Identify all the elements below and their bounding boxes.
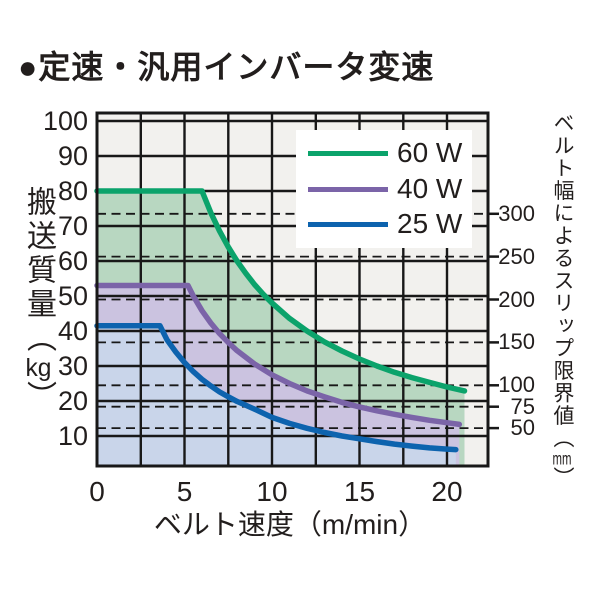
- y-left-close-paren: ）: [22, 380, 55, 415]
- y-right-tick-200: 200: [498, 286, 535, 312]
- y-left-tick-20: 20: [57, 386, 88, 416]
- legend-item-60w: 60 W: [308, 139, 462, 167]
- y-left-tick-40: 40: [57, 316, 88, 346]
- y-right-tick-75: 75: [510, 393, 535, 419]
- y-right-tick-150: 150: [498, 329, 535, 355]
- y-left-tick-10: 10: [57, 421, 88, 451]
- y-right-tick-300: 300: [498, 200, 535, 226]
- y-right-label-text: ベルト幅によるスリップ限界値: [551, 112, 574, 427]
- y-right-tick-250: 250: [498, 243, 535, 269]
- y-left-unit: kg: [25, 356, 52, 381]
- y-left-open-paren: （: [22, 322, 55, 356]
- x-axis-label: ベルト速度（m/min）: [153, 509, 427, 540]
- y-left-tick-70: 70: [57, 211, 88, 241]
- page-title: ●定速・汎用インバータ変速: [18, 49, 435, 85]
- y-right-tick-50: 50: [510, 415, 535, 441]
- y-left-tick-50: 50: [57, 281, 88, 311]
- x-tick-0: 0: [89, 476, 105, 507]
- legend-swatch-40w: [308, 186, 388, 192]
- y-left-label-text: 搬送質量: [22, 186, 55, 322]
- y-axis-right-label: ベルト幅によるスリップ限界値（mm）: [547, 112, 577, 489]
- y-right-open-paren: （: [551, 427, 574, 450]
- legend-swatch-60w: [308, 150, 388, 156]
- x-tick-20: 20: [431, 476, 463, 507]
- y-axis-left-label: 搬送質量（kg）: [16, 186, 60, 415]
- y-left-tick-80: 80: [57, 176, 88, 206]
- legend-label: 40 W: [397, 173, 463, 204]
- legend-label: 25 W: [397, 208, 463, 239]
- x-tick-10: 10: [256, 476, 288, 507]
- y-right-tick-100: 100: [498, 372, 535, 398]
- y-right-unit: mm: [552, 449, 572, 467]
- y-left-tick-60: 60: [57, 246, 88, 276]
- legend-item-25w: 25 W: [308, 210, 462, 238]
- y-left-tick-90: 90: [57, 141, 88, 171]
- y-right-close-paren: ）: [551, 466, 574, 490]
- y-left-tick-100: 100: [42, 106, 88, 136]
- x-tick-5: 5: [176, 476, 193, 507]
- legend-label: 60 W: [397, 137, 463, 168]
- y-left-tick-30: 30: [57, 351, 88, 381]
- legend-swatch-25w: [308, 221, 388, 227]
- legend-item-40w: 40 W: [308, 175, 462, 203]
- x-tick-15: 15: [343, 476, 376, 507]
- legend: 60 W 40 W 25 W: [296, 130, 472, 248]
